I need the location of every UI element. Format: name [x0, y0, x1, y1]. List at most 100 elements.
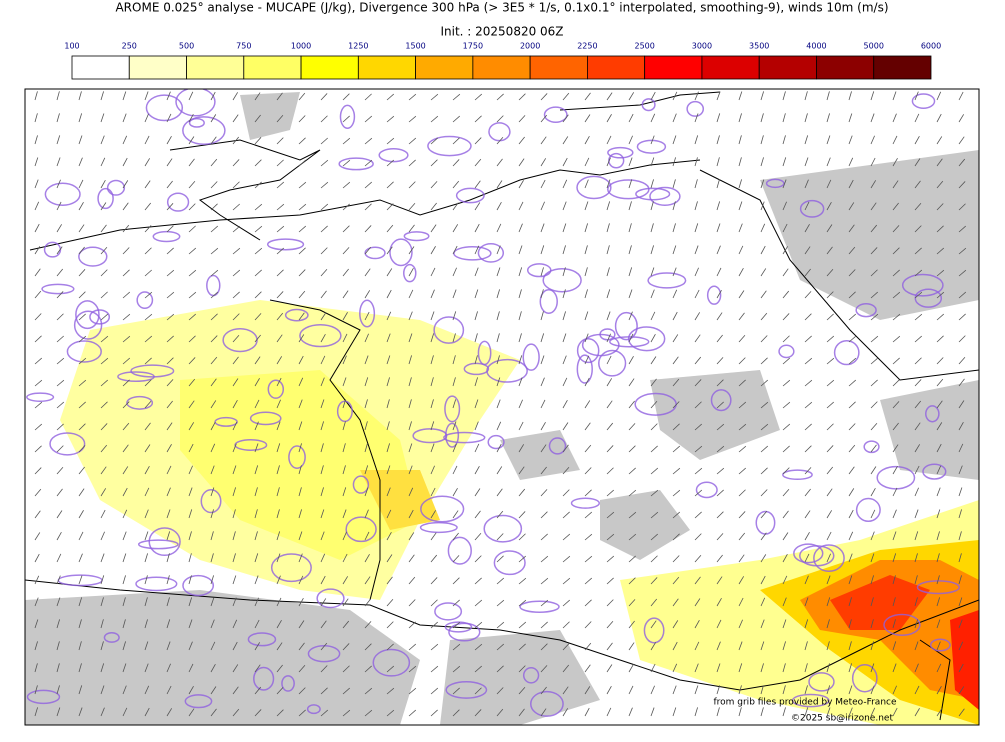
wind-barb	[276, 137, 284, 145]
contour	[249, 411, 282, 426]
wind-barb	[320, 443, 324, 453]
wind-barb	[254, 531, 258, 541]
wind-barb	[298, 664, 306, 673]
wind-barb	[628, 267, 633, 277]
wind-barb	[100, 335, 109, 343]
wind-barb	[342, 576, 349, 585]
wind-barb	[672, 311, 678, 321]
contour	[152, 230, 181, 243]
wind-barb	[716, 423, 725, 431]
wind-barb	[760, 467, 768, 475]
wind-barb	[540, 201, 545, 211]
wind-barb	[562, 245, 566, 255]
wind-barb	[540, 511, 548, 519]
wind-barb	[254, 465, 259, 475]
wind-barb	[606, 201, 611, 211]
wind-barb	[430, 224, 437, 233]
wind-barb	[474, 267, 479, 277]
wind-barb	[804, 685, 808, 695]
wind-barb	[100, 597, 104, 607]
contour	[26, 689, 61, 705]
wind-barb	[298, 159, 307, 167]
wind-barb	[782, 268, 789, 277]
wind-barb	[540, 665, 548, 673]
wind-barb	[78, 357, 87, 365]
wind-barb	[914, 379, 922, 387]
wind-barb	[298, 443, 302, 453]
wind-barb	[870, 444, 877, 453]
wind-barb	[210, 487, 215, 497]
wind-barb	[56, 291, 64, 299]
contour	[148, 527, 181, 557]
wind-barb	[166, 158, 173, 167]
wind-barb	[496, 599, 505, 607]
wind-barb	[584, 707, 590, 717]
wind-barb	[540, 686, 547, 695]
colorbar-box	[472, 55, 531, 80]
wind-barb	[540, 223, 545, 233]
wind-barb	[540, 311, 544, 321]
wind-barb	[782, 467, 790, 475]
wind-barb	[430, 399, 434, 409]
wind-barb	[672, 113, 677, 123]
wind-barb	[584, 577, 593, 585]
contour	[851, 664, 878, 693]
wind-barb	[320, 598, 327, 607]
wind-barb	[914, 509, 919, 519]
wind-barb	[892, 487, 898, 497]
wind-barb	[342, 225, 350, 233]
contour	[522, 667, 540, 684]
contour	[576, 354, 593, 384]
wind-barb	[364, 290, 371, 299]
wind-barb	[958, 531, 962, 541]
wind-barb	[210, 247, 219, 255]
wind-barb	[364, 709, 373, 717]
wind-barb	[232, 708, 240, 717]
wind-barb	[452, 532, 459, 541]
wind-barb	[914, 158, 921, 167]
wind-barb	[320, 665, 328, 673]
wind-barb	[474, 115, 482, 123]
wind-barb	[694, 113, 699, 123]
wind-barb	[474, 665, 482, 673]
wind-barb	[496, 643, 505, 651]
colorbar-box	[415, 55, 474, 80]
wind-barb	[694, 576, 701, 585]
colorbar-box	[243, 55, 302, 80]
colorbar-label: 2000	[520, 42, 540, 51]
wind-barb	[122, 379, 130, 387]
wind-barb	[584, 114, 591, 123]
wind-barb	[738, 312, 745, 321]
wind-barb	[892, 707, 898, 717]
wind-barb	[210, 597, 215, 607]
wind-barb	[606, 555, 615, 563]
wind-barb	[760, 201, 765, 211]
contour	[542, 267, 582, 293]
wind-barb	[188, 575, 192, 585]
wind-barb	[914, 444, 921, 453]
wind-barb	[386, 289, 392, 299]
contour	[41, 283, 75, 295]
wind-barb	[56, 510, 63, 519]
wind-barb	[298, 575, 304, 585]
wind-barb	[870, 422, 878, 431]
wind-barb	[848, 291, 856, 299]
wind-barb	[782, 290, 790, 299]
colorbar-box	[701, 55, 760, 80]
wind-barb	[408, 599, 416, 607]
colorbar-box	[529, 55, 588, 80]
wind-barb	[826, 157, 831, 167]
wind-barb	[474, 465, 480, 475]
wind-barb	[540, 708, 547, 717]
wind-barb	[298, 92, 306, 101]
contour	[793, 543, 824, 564]
wind-barb	[738, 707, 742, 717]
wind-barb	[210, 443, 216, 453]
wind-barb	[804, 445, 812, 453]
contour	[488, 122, 511, 142]
wind-barb	[144, 202, 152, 211]
wind-barb	[584, 555, 593, 563]
wind-barb	[826, 268, 834, 277]
wind-barb	[936, 400, 943, 409]
wind-barb	[716, 223, 721, 233]
